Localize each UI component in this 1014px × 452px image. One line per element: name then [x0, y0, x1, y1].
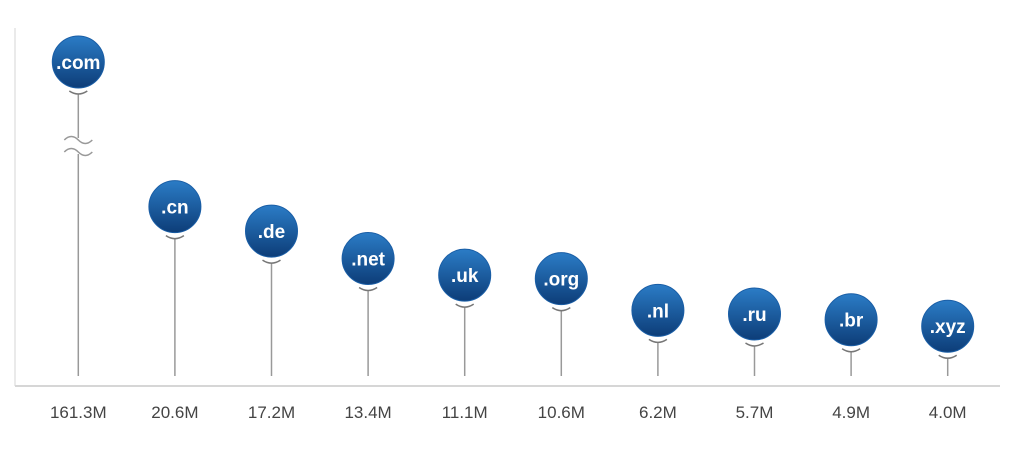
- category-label: .br: [839, 311, 864, 332]
- lollipop-head: [438, 248, 492, 302]
- value-label: 13.4M: [344, 403, 391, 422]
- smile: [938, 354, 958, 359]
- lollipop-head: [728, 287, 781, 341]
- value-label: 10.6M: [538, 403, 585, 422]
- lollipop-head: [148, 180, 202, 234]
- smile: [165, 235, 185, 240]
- smile: [841, 348, 861, 353]
- value-label: 5.7M: [736, 403, 774, 422]
- category-label: .org: [543, 270, 579, 291]
- value-label: 11.1M: [442, 403, 488, 422]
- lollipop-head: [341, 232, 395, 286]
- category-label: .xyz: [930, 317, 966, 338]
- lollipop-head: [51, 35, 105, 89]
- smile: [551, 307, 571, 312]
- category-label: .com: [56, 53, 100, 74]
- smile: [648, 338, 668, 344]
- value-label: 6.2M: [639, 403, 677, 422]
- value-label: 20.6M: [151, 403, 198, 422]
- lollipop-head: [824, 293, 878, 347]
- lollipop-head: [921, 299, 975, 353]
- category-label: .uk: [451, 266, 479, 287]
- smile: [68, 90, 88, 95]
- value-label: 17.2M: [248, 403, 295, 422]
- value-label: 4.9M: [832, 403, 870, 422]
- value-label: 4.0M: [929, 403, 967, 422]
- category-label: .de: [258, 222, 285, 243]
- category-label: .net: [351, 250, 385, 271]
- smile: [358, 286, 378, 292]
- axis-break-gap: [64, 138, 93, 154]
- axis-break: [63, 135, 93, 145]
- lollipop-head: [631, 283, 685, 337]
- lollipop-head: [534, 252, 588, 306]
- axis-break: [63, 147, 93, 157]
- smile: [745, 342, 764, 347]
- category-label: .nl: [647, 301, 669, 322]
- smile: [262, 259, 281, 264]
- smile: [455, 303, 475, 308]
- category-label: .cn: [161, 198, 188, 219]
- category-label: .ru: [742, 305, 766, 326]
- lollipop-head: [245, 204, 298, 258]
- value-label: 161.3M: [50, 403, 107, 422]
